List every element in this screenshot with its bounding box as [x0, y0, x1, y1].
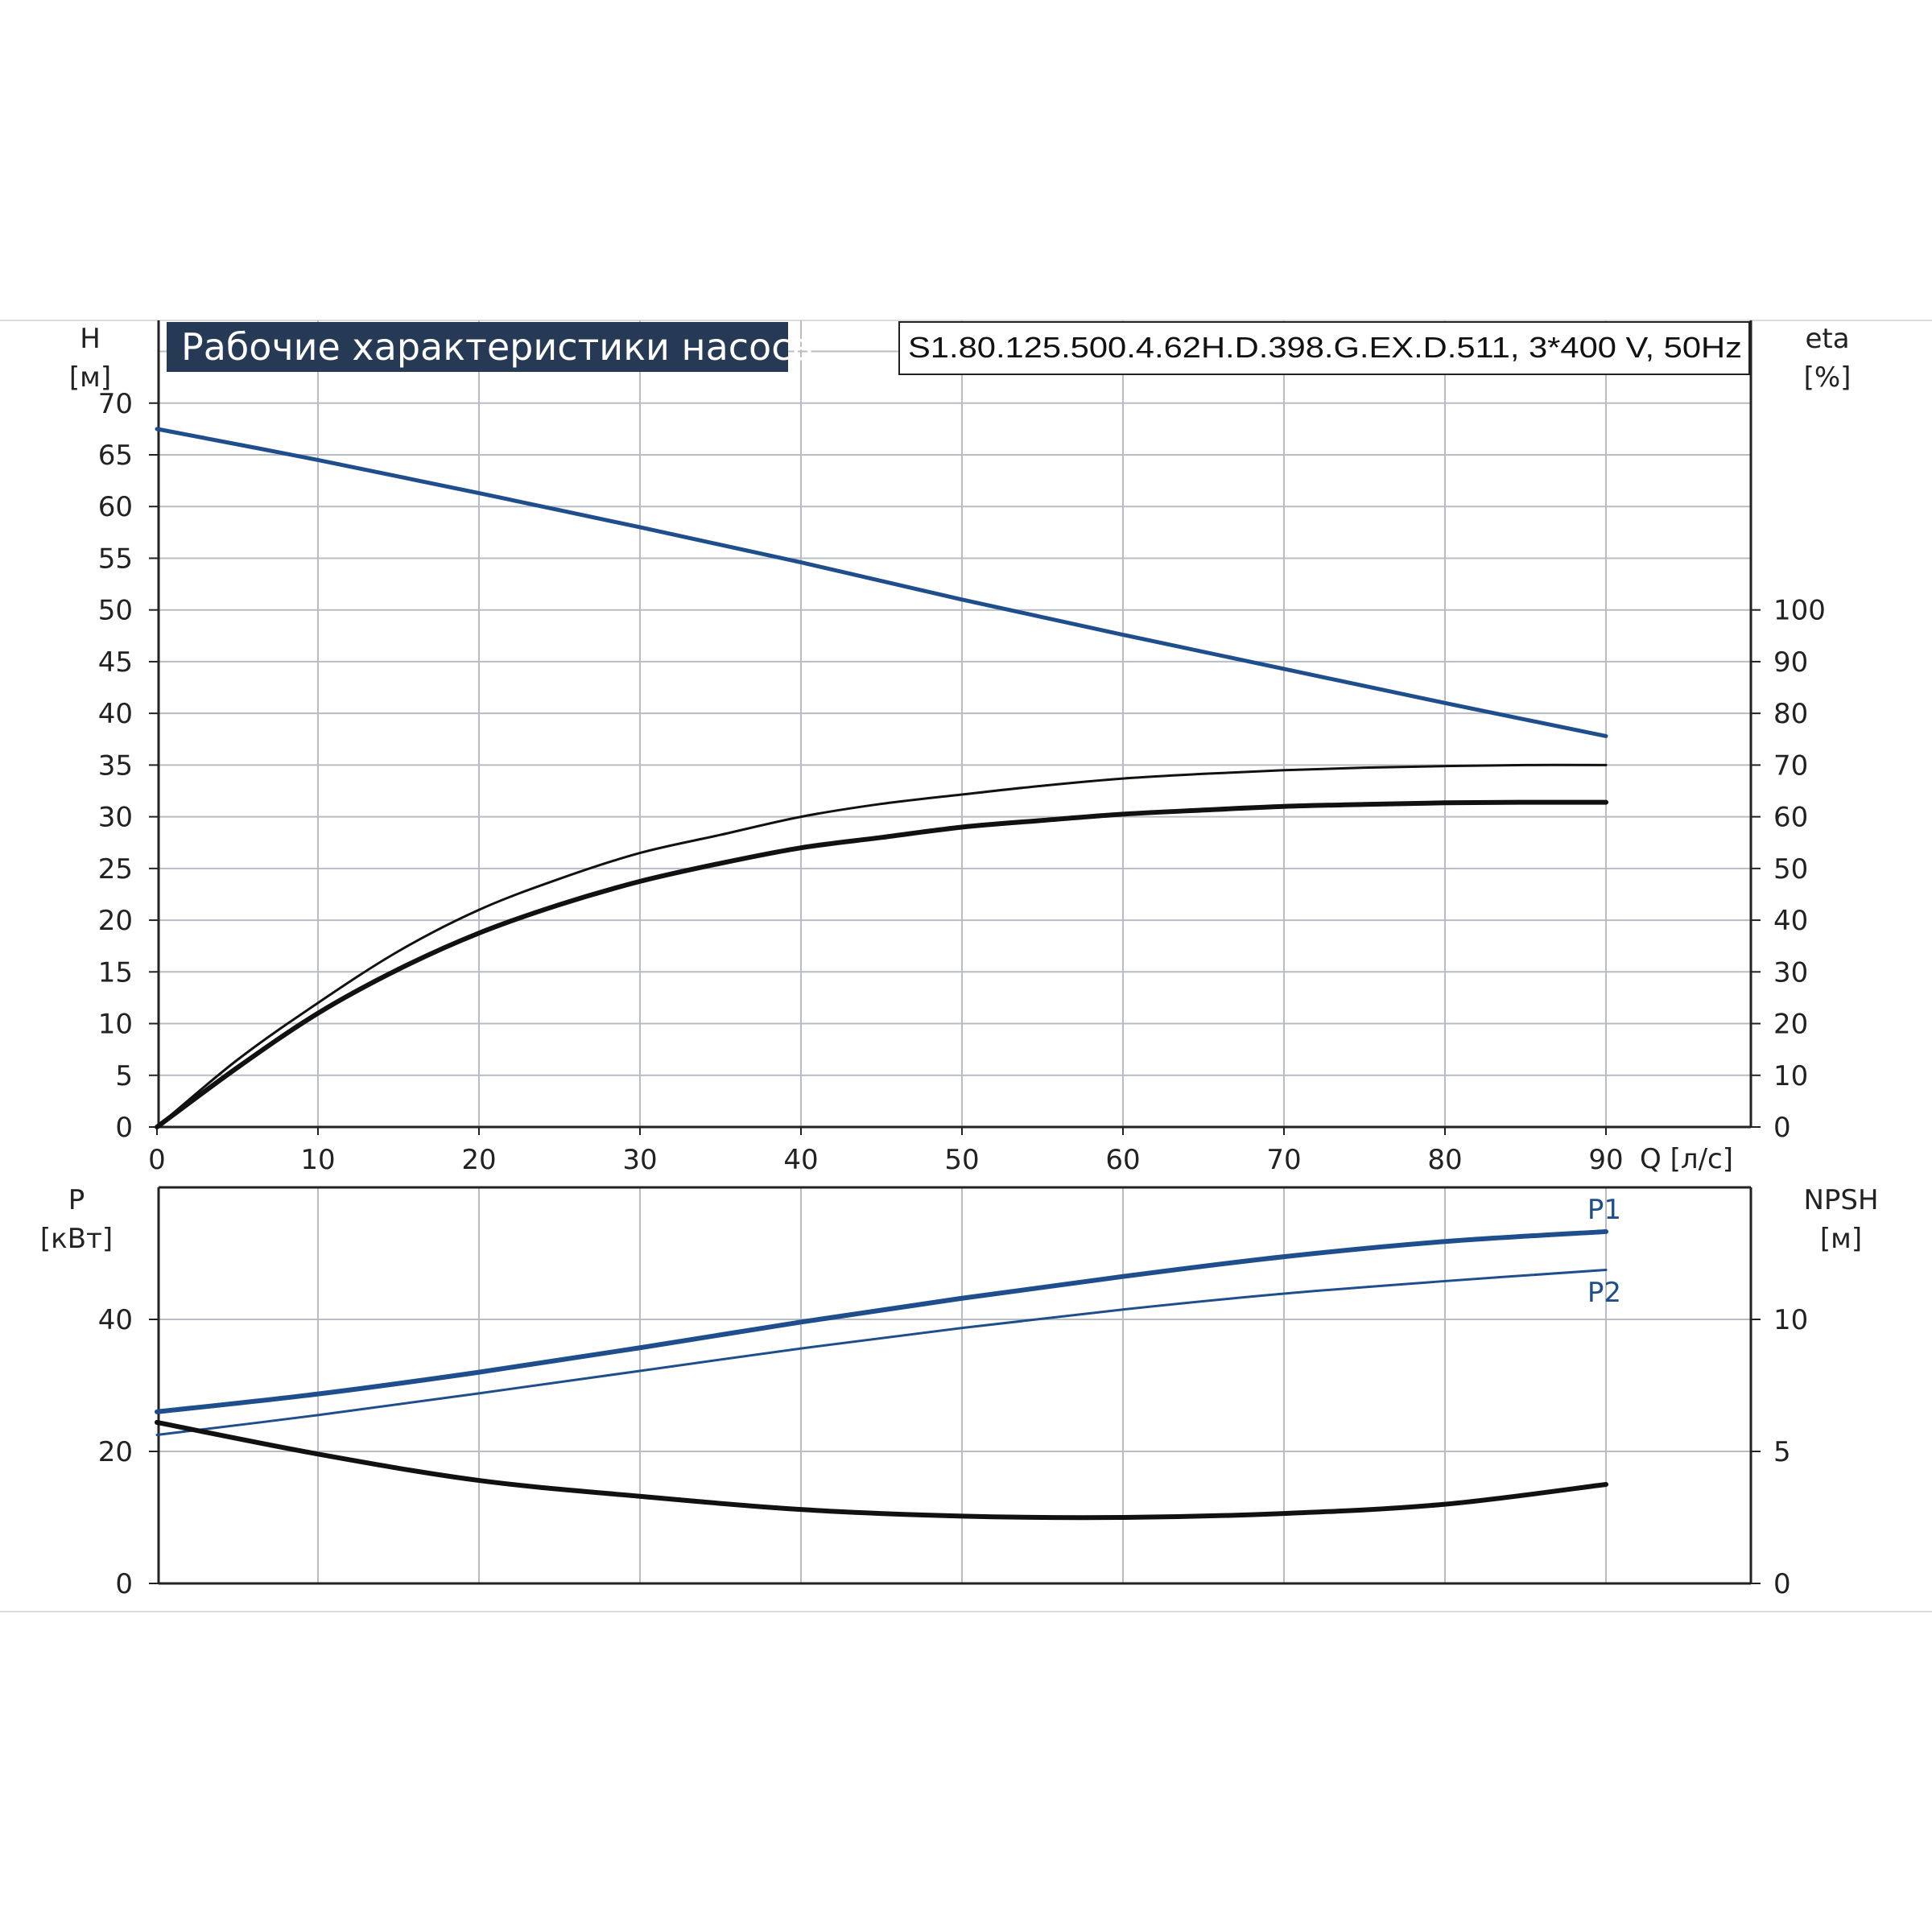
- left-tick-label: 50: [98, 595, 133, 627]
- left-tick-label: 25: [98, 853, 133, 886]
- top-right-axis-name: eta: [1805, 323, 1849, 355]
- top-grid: [157, 320, 1752, 1129]
- left-tick-label: 65: [98, 440, 133, 472]
- left-tick-label: 30: [98, 802, 133, 834]
- curve-npsh: [155, 1419, 1608, 1521]
- x-tick-label: 90: [1588, 1144, 1623, 1176]
- left-tick-label: 20: [98, 1436, 133, 1468]
- x-tick-label: 70: [1266, 1144, 1301, 1176]
- tick-labels: 0510152025303540455055606570010203040506…: [98, 388, 1826, 1600]
- x-tick-label: 0: [148, 1144, 166, 1176]
- bottom-grid: [157, 1186, 1752, 1585]
- top-left-axis-name: H: [80, 323, 101, 355]
- left-tick-label: 10: [98, 1009, 133, 1041]
- x-tick-label: 40: [783, 1144, 818, 1176]
- right-tick-label: 60: [1773, 802, 1808, 834]
- curves: [155, 427, 1608, 1521]
- right-tick-label: 50: [1773, 853, 1808, 886]
- right-tick-label: 40: [1773, 905, 1808, 937]
- left-tick-label: 40: [98, 1304, 133, 1336]
- left-tick-label: 60: [98, 491, 133, 523]
- p1-label: P1: [1587, 1194, 1621, 1226]
- x-tick-label: 20: [461, 1144, 496, 1176]
- right-tick-label: 100: [1773, 595, 1826, 627]
- bottom-left-axis-name: P: [68, 1184, 85, 1216]
- x-tick-label: 80: [1427, 1144, 1462, 1176]
- right-tick-label: 10: [1773, 1304, 1808, 1336]
- left-tick-label: 70: [98, 388, 133, 420]
- bottom-right-axis-unit: [м]: [1820, 1223, 1862, 1255]
- x-axis-label: Q [л/с]: [1640, 1143, 1733, 1175]
- model-label: S1.80.125.500.4.62H.D.398.G.EX.D.511, 3*…: [908, 331, 1742, 364]
- p2-label: P2: [1587, 1277, 1621, 1309]
- curve-p2: [155, 1269, 1608, 1436]
- bottom-right-axis-name: NPSH: [1803, 1184, 1878, 1216]
- curve-eta-thick: [155, 799, 1608, 1129]
- top-right-axis-unit: [%]: [1804, 361, 1852, 394]
- left-tick-label: 5: [115, 1060, 133, 1092]
- x-tick-label: 30: [622, 1144, 657, 1176]
- x-tick-label: 60: [1105, 1144, 1140, 1176]
- left-tick-label: 45: [98, 646, 133, 679]
- bottom-left-axis-unit: [кВт]: [40, 1223, 113, 1255]
- right-tick-label: 0: [1773, 1568, 1791, 1600]
- right-tick-label: 70: [1773, 749, 1808, 782]
- right-tick-label: 90: [1773, 646, 1808, 679]
- right-tick-label: 10: [1773, 1060, 1808, 1092]
- model-box: S1.80.125.500.4.62H.D.398.G.EX.D.511, 3*…: [898, 321, 1750, 375]
- left-tick-label: 20: [98, 905, 133, 937]
- right-tick-label: 20: [1773, 1009, 1808, 1041]
- left-tick-label: 0: [115, 1112, 133, 1144]
- curve-p1: [155, 1228, 1608, 1414]
- title-box: Рабочие характеристики насоса: [167, 322, 815, 372]
- chart-title: Рабочие характеристики насоса: [181, 325, 815, 369]
- x-tick-label: 10: [300, 1144, 335, 1176]
- right-tick-label: 0: [1773, 1112, 1791, 1144]
- curve-h: [155, 427, 1608, 738]
- left-tick-label: 0: [115, 1568, 133, 1600]
- right-tick-label: 5: [1773, 1436, 1791, 1468]
- x-tick-label: 50: [944, 1144, 979, 1176]
- right-tick-label: 30: [1773, 956, 1808, 989]
- right-tick-label: 80: [1773, 698, 1808, 730]
- left-tick-label: 40: [98, 698, 133, 730]
- top-left-axis-unit: [м]: [69, 361, 111, 394]
- left-tick-label: 15: [98, 956, 133, 989]
- left-tick-label: 55: [98, 543, 133, 575]
- curve-eta-thin: [155, 763, 1608, 1129]
- left-tick-label: 35: [98, 749, 133, 782]
